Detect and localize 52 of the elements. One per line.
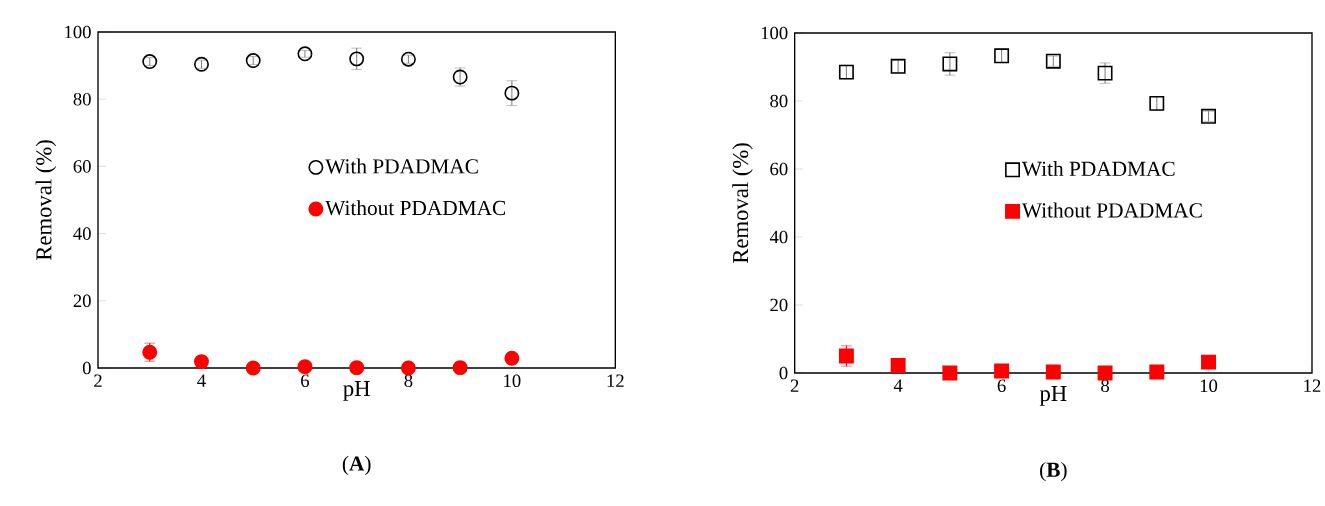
y-axis-title: Removal (%) bbox=[732, 143, 753, 264]
point bbox=[1045, 364, 1061, 380]
y-tick-label: 100 bbox=[761, 26, 788, 40]
x-tick-label: 10 bbox=[1200, 379, 1218, 393]
x-axis-title: pH bbox=[343, 381, 370, 401]
point bbox=[194, 354, 209, 370]
point bbox=[504, 350, 520, 366]
point bbox=[1201, 354, 1216, 370]
legend-label: With PDADMAC bbox=[325, 158, 478, 174]
point bbox=[452, 360, 468, 376]
y-tick-label: 20 bbox=[770, 298, 788, 312]
point bbox=[890, 358, 906, 373]
point bbox=[1097, 365, 1113, 381]
x-tick-label: 4 bbox=[197, 374, 206, 387]
y-tick-label: 80 bbox=[770, 94, 788, 108]
point bbox=[400, 360, 416, 376]
text: (A) bbox=[342, 455, 371, 476]
legend-label: With PDADMAC bbox=[1021, 160, 1175, 177]
point bbox=[942, 56, 958, 72]
point bbox=[245, 360, 261, 376]
point bbox=[297, 46, 313, 62]
text: (B) bbox=[1040, 461, 1067, 482]
x-tick-label: 4 bbox=[893, 379, 903, 392]
x-tick-label: 6 bbox=[997, 379, 1006, 393]
point bbox=[942, 365, 958, 381]
y-axis-title: Removal (%) bbox=[35, 140, 57, 261]
y-tick-label: 0 bbox=[779, 366, 788, 380]
x-tick-label: 10 bbox=[504, 374, 521, 388]
y-tick-label: 40 bbox=[769, 230, 788, 244]
x-tick-label: 12 bbox=[1304, 379, 1321, 392]
y-tick-label: 80 bbox=[73, 92, 91, 106]
x-tick-label: 2 bbox=[94, 374, 102, 387]
y-tick-label: 0 bbox=[82, 361, 91, 375]
y-tick-label: 60 bbox=[73, 160, 91, 173]
y-tick-label: 20 bbox=[73, 294, 91, 308]
point bbox=[349, 51, 365, 67]
point bbox=[349, 360, 365, 376]
x-tick-label: 12 bbox=[607, 374, 624, 387]
x-tick-label: 8 bbox=[404, 374, 413, 388]
x-tick-label: 2 bbox=[790, 379, 799, 392]
point bbox=[994, 363, 1010, 379]
point bbox=[1149, 364, 1165, 380]
legend-label: Without PDADMAC bbox=[1021, 202, 1202, 218]
x-tick-label: 6 bbox=[301, 374, 310, 388]
point bbox=[504, 85, 520, 101]
point bbox=[297, 359, 313, 375]
y-tick-label: 100 bbox=[65, 25, 91, 39]
x-axis-title: pH bbox=[1039, 386, 1067, 406]
y-tick-label: 60 bbox=[770, 162, 788, 176]
x-tick-label: 8 bbox=[1101, 379, 1110, 393]
legend-label: Without PDADMAC bbox=[325, 200, 506, 216]
y-tick-label: 40 bbox=[73, 227, 91, 240]
